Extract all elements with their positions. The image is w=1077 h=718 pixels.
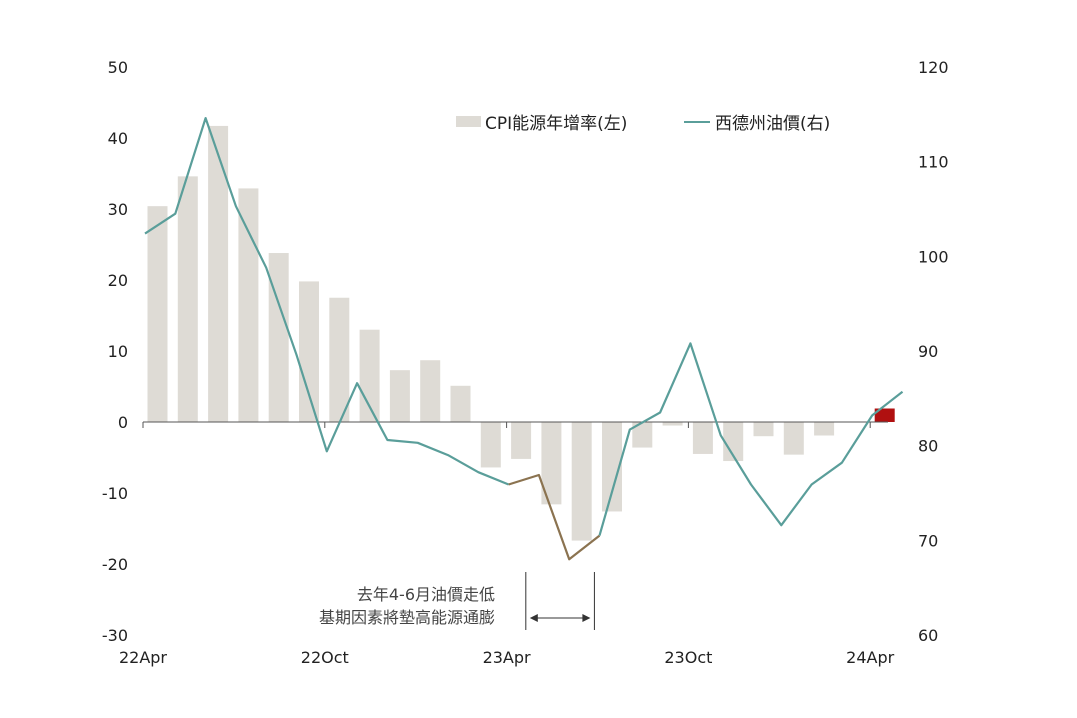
left-tick-label: 50: [108, 58, 128, 77]
left-tick-label: 30: [108, 200, 128, 219]
bar: [450, 385, 471, 422]
right-axis-ticks: 120 110 100 90 80 70 60: [918, 58, 949, 645]
line-series: [144, 117, 904, 561]
bar: [420, 360, 441, 422]
right-tick-label: 100: [918, 247, 949, 266]
right-tick-label: 110: [918, 153, 949, 172]
bar: [783, 422, 804, 455]
bar: [814, 422, 835, 436]
x-axis-ticks: 22Apr 22Oct 23Apr 23Oct 24Apr: [119, 648, 895, 667]
legend-label-cpi: CPI能源年增率(左): [485, 114, 627, 134]
annotation-line-2: 基期因素將墊高能源通膨: [319, 608, 495, 627]
x-axis-tickmarks: [142, 422, 871, 428]
left-tick-label: 40: [108, 129, 128, 148]
bar: [238, 188, 259, 422]
legend-label-wti: 西德州油價(右): [715, 114, 830, 134]
oil-price-line: [144, 117, 510, 486]
x-tick-label: 23Oct: [664, 648, 712, 667]
annotation-arrowhead-left: [529, 614, 538, 622]
annotation-arrowhead-right: [582, 614, 591, 622]
bar: [662, 422, 683, 426]
bar: [329, 297, 350, 422]
legend-swatch-cpi: [456, 116, 481, 127]
right-tick-label: 60: [918, 626, 938, 645]
bar: [177, 176, 198, 422]
left-tick-label: -10: [102, 484, 128, 503]
bar: [571, 422, 592, 541]
left-tick-label: 10: [108, 342, 128, 361]
bar: [511, 422, 532, 459]
oil-price-line: [598, 342, 904, 536]
x-tick-label: 22Apr: [119, 648, 167, 667]
right-tick-label: 80: [918, 437, 938, 456]
left-tick-label: -30: [102, 626, 128, 645]
bar: [208, 125, 229, 423]
left-tick-label: 20: [108, 271, 128, 290]
x-tick-label: 24Apr: [846, 648, 894, 667]
bar: [480, 422, 501, 468]
right-tick-label: 120: [918, 58, 949, 77]
bar: [723, 422, 744, 462]
right-tick-label: 70: [918, 531, 938, 550]
bar: [268, 253, 289, 422]
bar: [632, 422, 653, 448]
bar: [541, 422, 562, 505]
bar: [147, 206, 168, 422]
bar: [692, 422, 713, 454]
x-tick-label: 23Apr: [483, 648, 531, 667]
oil-price-line-highlight: [508, 473, 601, 561]
bar: [602, 422, 622, 512]
left-tick-label: -20: [102, 555, 128, 574]
left-tick-label: 0: [118, 413, 128, 432]
left-axis-ticks: 50 40 30 20 10 0 -10 -20 -30: [102, 58, 128, 645]
legend: CPI能源年增率(左) 西德州油價(右): [456, 114, 830, 134]
bar: [299, 281, 319, 422]
annotation: 去年4-6月油價走低 基期因素將墊高能源通膨: [319, 572, 595, 630]
bar: [874, 408, 895, 422]
x-tick-label: 22Oct: [301, 648, 349, 667]
annotation-line-1: 去年4-6月油價走低: [357, 585, 495, 604]
right-tick-label: 90: [918, 342, 938, 361]
bar-series: [147, 125, 895, 541]
bar: [389, 370, 410, 422]
bar: [753, 422, 774, 437]
